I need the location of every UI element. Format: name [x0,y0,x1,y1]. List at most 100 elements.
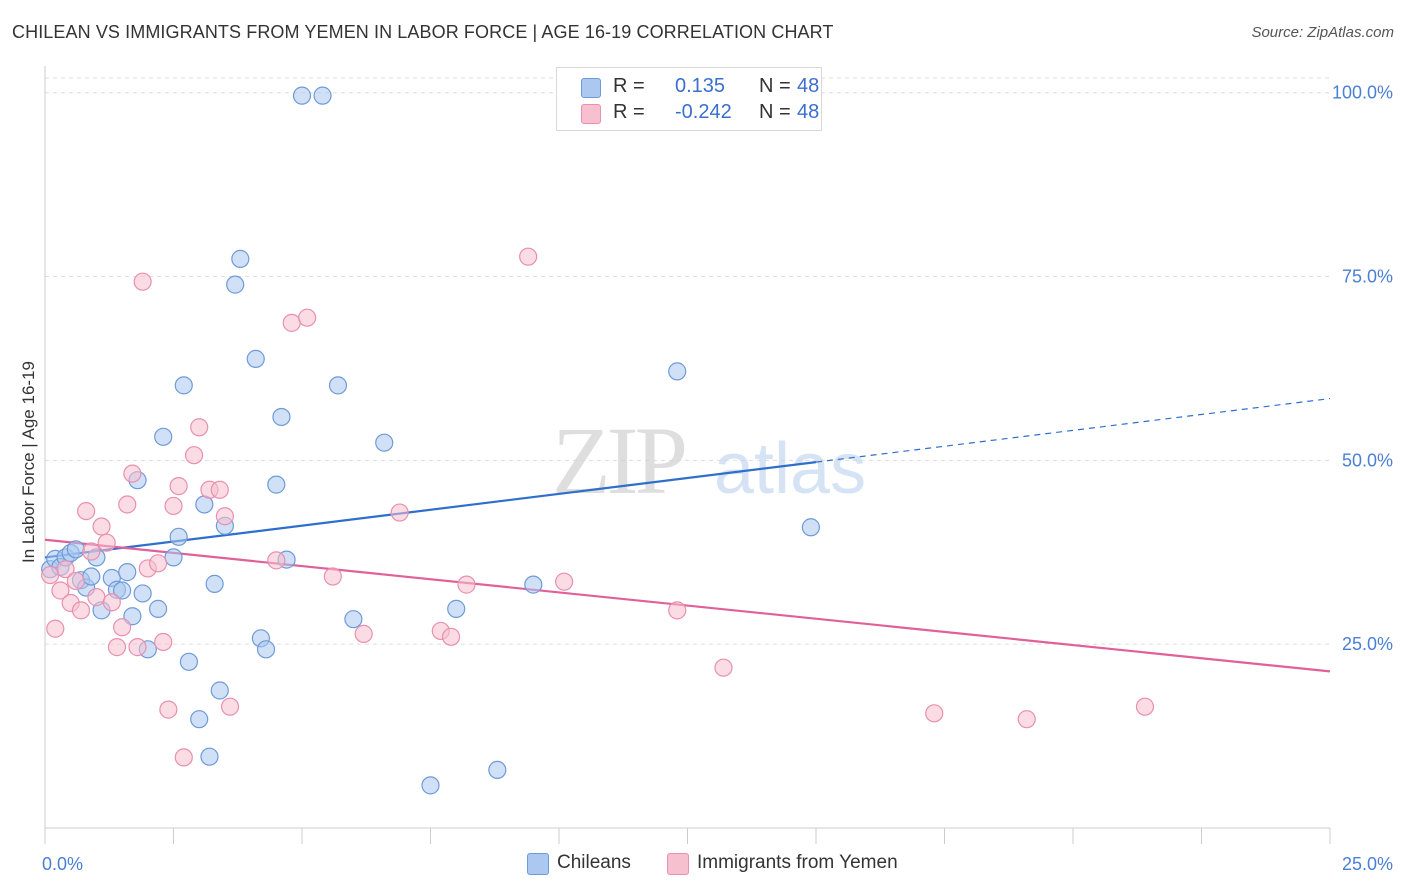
legend-swatch-blue [527,853,549,875]
point-yemen [128,638,147,657]
y-tick-label: 100.0% [1332,83,1393,103]
point-yemen [51,581,70,600]
point-yemen [118,495,137,514]
trend-line-chileans-projection [815,397,1331,463]
point-yemen [441,627,461,646]
point-yemen [92,517,111,536]
point-yemen [133,272,152,291]
y-tick-label: 75.0% [1342,267,1393,287]
point-yemen [354,624,373,643]
point-chileans [801,518,820,537]
point-chileans [200,747,219,766]
point-yemen [169,476,188,496]
point-yemen [668,601,687,620]
point-yemen [267,551,286,570]
source-credit: Source: ZipAtlas.com [1251,24,1394,41]
y-tick-label: 50.0% [1342,450,1393,470]
legend-n-value: 48 [797,75,820,97]
legend-label-yemen: Immigrants from Yemen [697,852,898,873]
point-yemen [77,501,96,521]
axes [44,66,1331,844]
point-yemen [210,480,229,499]
point-yemen [220,697,240,716]
data-points [41,86,1155,795]
legend-n-value: 48 [797,101,820,123]
point-chileans [169,527,188,546]
point-yemen [282,313,301,332]
point-chileans [267,475,286,494]
point-yemen [555,572,574,591]
point-chileans [82,567,101,586]
point-chileans [148,599,168,618]
y-axis-label: In Labor Force | Age 16-19 [19,361,38,563]
point-chileans [375,433,394,452]
legend-r-value: -0.242 [675,101,732,123]
legend-r-label: R = [613,75,645,97]
point-yemen [82,542,101,561]
point-chileans [164,548,183,567]
point-chileans [447,599,466,618]
legend-n-label: N = [759,101,791,123]
point-yemen [1017,710,1036,729]
point-yemen [215,507,234,526]
point-yemen [519,247,538,266]
watermark-zip: ZIP [552,407,685,514]
point-yemen [66,571,85,591]
legend-r-value: 0.135 [675,75,726,97]
point-yemen [1135,697,1155,716]
legend-swatch-pink [581,104,601,124]
point-chileans [246,349,265,368]
point-chileans [524,575,543,594]
trend-lines [44,397,1331,673]
point-chileans [256,640,276,659]
stats-legend: R = 0.135 N = 48 R = -0.242 N = 48 [556,67,822,131]
point-chileans [205,574,224,593]
point-yemen [174,748,193,767]
point-yemen [148,554,168,573]
point-yemen [390,503,409,522]
point-yemen [714,658,733,677]
point-chileans [488,760,507,780]
x-tick-label: 25.0% [1342,854,1393,874]
trend-line-chileans [44,461,817,559]
point-yemen [87,588,106,607]
point-yemen [164,496,183,516]
legend-label-chileans: Chileans [557,852,631,873]
legend-r-label: R = [613,101,645,123]
point-chileans [179,652,199,671]
point-chileans [133,584,152,603]
point-chileans [344,610,363,629]
point-yemen [107,638,127,657]
point-yemen [190,418,209,437]
point-yemen [46,619,65,638]
point-chileans [174,376,193,395]
tick-labels: 25.0% 50.0% 75.0% 100.0% 0.0% 25.0% [42,83,1393,874]
point-chileans [421,776,440,795]
point-yemen [56,560,75,579]
point-chileans [292,86,312,105]
point-yemen [925,704,944,723]
point-chileans [112,581,132,600]
point-chileans [118,563,137,582]
point-yemen [323,567,342,586]
legend-swatch-blue [581,78,601,98]
point-chileans [190,710,209,729]
point-yemen [457,575,476,594]
point-yemen [102,593,121,612]
point-yemen [112,618,132,637]
x-tick-label: 0.0% [42,854,83,874]
point-yemen [159,700,178,719]
point-chileans [226,275,245,294]
legend-n-label: N = [759,75,791,97]
point-chileans [66,540,85,559]
point-yemen [184,446,204,465]
point-chileans [313,86,332,105]
point-yemen [154,632,173,652]
y-tick-label: 25.0% [1342,634,1393,654]
point-yemen [123,464,142,483]
point-chileans [210,681,229,700]
point-chileans [154,427,173,446]
legend-swatch-pink [667,853,689,875]
watermark-atlas: atlas [714,429,866,509]
